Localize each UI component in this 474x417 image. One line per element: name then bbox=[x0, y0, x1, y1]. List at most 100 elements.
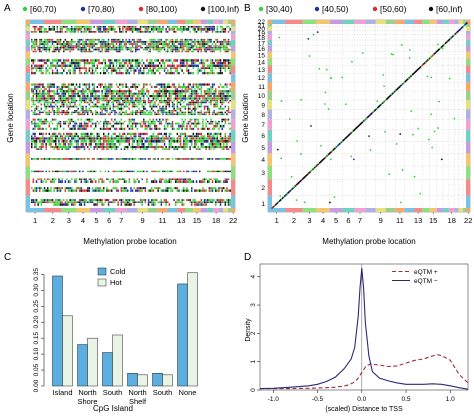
panel-a-point bbox=[61, 95, 63, 98]
panel-a-point bbox=[194, 124, 196, 128]
panel-a-point bbox=[224, 203, 227, 206]
panel-a-point bbox=[146, 72, 148, 75]
panel-a-point bbox=[139, 113, 142, 116]
panel-a-point bbox=[207, 31, 209, 33]
panel-a-point bbox=[163, 43, 166, 46]
panel-a-point bbox=[117, 85, 119, 89]
panel-a-point bbox=[223, 118, 225, 121]
panel-a-point bbox=[173, 110, 175, 112]
panel-a-point bbox=[141, 187, 143, 190]
panel-a-point bbox=[200, 43, 203, 46]
panel-a-point bbox=[42, 120, 44, 123]
panel-a-point bbox=[51, 99, 54, 102]
panel-a-point bbox=[192, 101, 195, 104]
panel-a-point bbox=[187, 158, 190, 160]
panel-a-point bbox=[203, 26, 206, 28]
panel-a-point bbox=[135, 189, 137, 192]
panel-a-point bbox=[144, 187, 147, 190]
panel-a-point bbox=[131, 99, 134, 102]
panel-a-point bbox=[229, 95, 231, 98]
panel-a-point bbox=[130, 118, 132, 121]
panel-a-point bbox=[120, 64, 123, 68]
panel-a-point bbox=[194, 101, 196, 104]
panel-a-point bbox=[187, 47, 190, 49]
panel-a-point bbox=[199, 48, 201, 51]
panel-a-point bbox=[207, 90, 209, 93]
panel-b-point bbox=[295, 199, 298, 202]
panel-a-point bbox=[176, 201, 179, 203]
panel-b-legend: [30,40) [40,50) [50,60) [60,Inf) bbox=[258, 4, 463, 14]
panel-a-point bbox=[101, 113, 103, 116]
panel-a-point bbox=[71, 137, 73, 140]
panel-a-point bbox=[207, 83, 209, 86]
panel-a-point bbox=[218, 40, 220, 43]
panel-a-point bbox=[181, 201, 183, 203]
panel-a-point bbox=[67, 101, 70, 104]
panel-a-point bbox=[197, 145, 199, 149]
panel-a-point bbox=[194, 103, 196, 106]
panel-a-point bbox=[127, 48, 129, 51]
panel-a-point bbox=[96, 113, 99, 116]
panel-a-point bbox=[199, 47, 201, 49]
panel-a-point bbox=[72, 69, 75, 72]
panel-a-point bbox=[208, 111, 211, 114]
panel-a-point bbox=[69, 64, 71, 68]
panel-a-point bbox=[50, 199, 52, 202]
panel-a-point bbox=[163, 110, 166, 112]
panel-a-point bbox=[104, 105, 107, 108]
panel-a-point bbox=[135, 201, 137, 203]
panel-a-point bbox=[173, 199, 175, 202]
panel-a-point bbox=[127, 137, 129, 140]
panel-a-point bbox=[115, 111, 118, 114]
panel-a-point bbox=[192, 99, 195, 102]
panel-a-point bbox=[53, 48, 55, 51]
panel-a-point bbox=[205, 97, 207, 100]
panel-a-legend-dot bbox=[200, 6, 206, 12]
panel-a-point bbox=[221, 95, 223, 98]
panel-a-point bbox=[179, 103, 182, 106]
panel-b-point bbox=[330, 158, 332, 161]
panel-a-point bbox=[143, 137, 145, 140]
panel-a-point bbox=[203, 95, 206, 98]
panel-a-point bbox=[203, 47, 206, 49]
panel-a-point bbox=[77, 158, 79, 160]
panel-a-point bbox=[130, 95, 132, 98]
panel-b-chrom-strip bbox=[422, 20, 430, 24]
panel-a-point bbox=[80, 113, 83, 116]
panel-a-point bbox=[101, 92, 103, 95]
panel-a-point bbox=[223, 180, 225, 183]
panel-a-point bbox=[47, 69, 49, 72]
panel-a-point bbox=[37, 85, 39, 89]
panel-a-point bbox=[123, 90, 126, 93]
panel-a-point bbox=[163, 90, 166, 93]
panel-a-point bbox=[189, 103, 191, 106]
panel-a-point bbox=[98, 31, 100, 33]
panel-a-point bbox=[34, 124, 36, 128]
panel-a-point bbox=[72, 47, 75, 49]
panel-a-point bbox=[141, 92, 143, 95]
panel-a-point bbox=[77, 48, 79, 51]
panel-a-point bbox=[96, 43, 99, 46]
panel-a-point bbox=[203, 111, 206, 114]
panel-a-point bbox=[160, 48, 163, 51]
panel-a-point bbox=[223, 201, 225, 203]
panel-a-point bbox=[74, 99, 76, 102]
panel-a-point bbox=[141, 124, 143, 128]
panel-a-point bbox=[43, 31, 46, 33]
panel-a-point bbox=[93, 59, 95, 62]
panel-a-point bbox=[211, 170, 214, 173]
panel-a-point bbox=[138, 189, 140, 192]
panel-a-point bbox=[215, 142, 217, 146]
panel-a-point bbox=[55, 31, 57, 33]
panel-a-point bbox=[130, 124, 132, 128]
panel-a-point bbox=[101, 201, 103, 203]
panel-a-point bbox=[215, 64, 217, 68]
panel-a-point bbox=[88, 26, 91, 28]
panel-a-point bbox=[203, 69, 206, 72]
panel-a-point bbox=[112, 43, 115, 46]
panel-a-point bbox=[213, 50, 215, 53]
panel-a-point bbox=[96, 148, 99, 150]
panel-a-point bbox=[69, 45, 71, 47]
panel-a-point bbox=[128, 113, 131, 116]
panel-a-point bbox=[91, 45, 94, 47]
